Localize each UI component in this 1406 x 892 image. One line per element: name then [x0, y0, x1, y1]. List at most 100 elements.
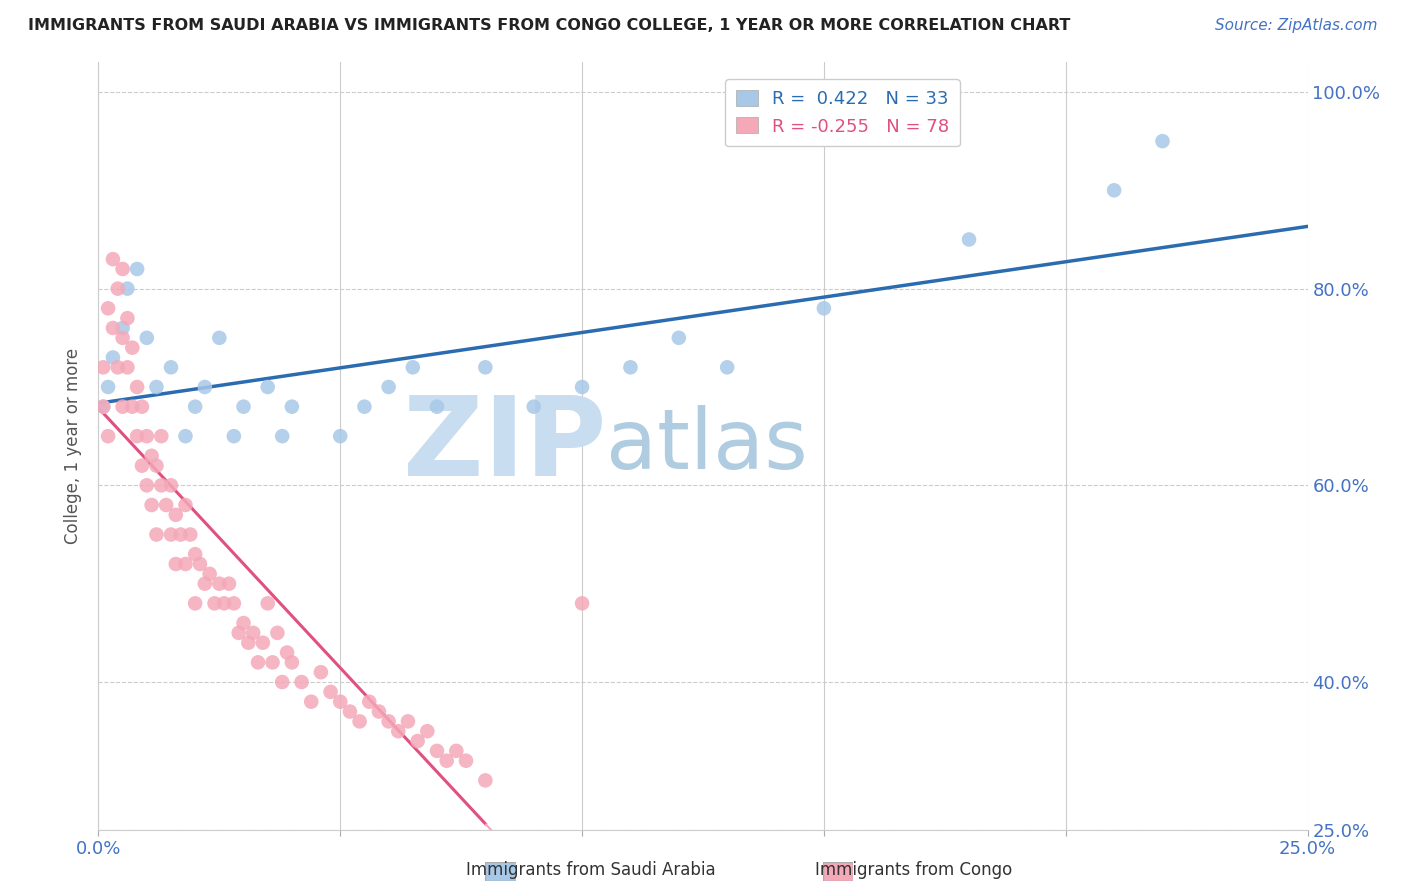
Point: [359, 695, 381, 709]
Point: [135, 478, 157, 492]
Point: [266, 625, 288, 640]
Point: [446, 744, 468, 758]
Text: IMMIGRANTS FROM SAUDI ARABIA VS IMMIGRANTS FROM CONGO COLLEGE, 1 YEAR OR MORE CO: IMMIGRANTS FROM SAUDI ARABIA VS IMMIGRAN…: [28, 18, 1070, 33]
Text: atlas: atlas: [606, 406, 808, 486]
Point: [319, 685, 342, 699]
Point: [262, 656, 284, 670]
Point: [169, 527, 191, 541]
Point: [188, 557, 211, 571]
Point: [1102, 183, 1125, 197]
Point: [222, 596, 245, 610]
Point: [353, 400, 375, 414]
Point: [208, 331, 231, 345]
Text: Immigrants from Saudi Arabia: Immigrants from Saudi Arabia: [465, 861, 716, 879]
Point: [426, 400, 449, 414]
Point: [957, 232, 980, 246]
Point: [184, 596, 207, 610]
Point: [127, 262, 149, 277]
Point: [339, 705, 361, 719]
Point: [256, 596, 278, 610]
Point: [222, 429, 245, 443]
Point: [91, 400, 114, 414]
Point: [165, 508, 187, 522]
Point: [290, 675, 312, 690]
Point: [101, 321, 124, 335]
Point: [101, 252, 124, 267]
Text: Source: ZipAtlas.com: Source: ZipAtlas.com: [1215, 18, 1378, 33]
Point: [436, 754, 458, 768]
Y-axis label: College, 1 year or more: College, 1 year or more: [65, 348, 83, 544]
Point: [145, 527, 167, 541]
Point: [111, 262, 134, 277]
Point: [97, 301, 120, 316]
Point: [571, 596, 593, 610]
Point: [135, 331, 157, 345]
Point: [91, 400, 114, 414]
Point: [208, 576, 231, 591]
Point: [194, 380, 217, 394]
Point: [117, 282, 139, 296]
Point: [309, 665, 332, 680]
Point: [141, 449, 163, 463]
Point: [252, 636, 274, 650]
Point: [121, 341, 143, 355]
Point: [402, 360, 425, 375]
Point: [135, 429, 157, 443]
Point: [160, 360, 183, 375]
Point: [571, 380, 593, 394]
Point: [387, 724, 409, 739]
Point: [174, 429, 197, 443]
Point: [194, 576, 217, 591]
Point: [247, 656, 270, 670]
Point: [212, 596, 235, 610]
Point: [155, 498, 177, 512]
Point: [160, 527, 183, 541]
Point: [368, 705, 391, 719]
Point: [716, 360, 738, 375]
Point: [91, 360, 114, 375]
Text: ZIP: ZIP: [404, 392, 606, 500]
Point: [131, 400, 153, 414]
Point: [271, 429, 294, 443]
Point: [377, 714, 399, 729]
Point: [619, 360, 641, 375]
Point: [813, 301, 835, 316]
Point: [349, 714, 371, 729]
Point: [218, 576, 240, 591]
Point: [111, 400, 134, 414]
Point: [174, 498, 197, 512]
Point: [111, 331, 134, 345]
Point: [179, 527, 201, 541]
Point: [329, 695, 352, 709]
Point: [329, 429, 352, 443]
Point: [377, 380, 399, 394]
Point: [396, 714, 419, 729]
Point: [111, 321, 134, 335]
Text: Immigrants from Congo: Immigrants from Congo: [815, 861, 1012, 879]
Point: [131, 458, 153, 473]
Point: [121, 400, 143, 414]
Point: [232, 400, 254, 414]
Point: [141, 498, 163, 512]
Point: [174, 557, 197, 571]
Point: [426, 744, 449, 758]
Point: [107, 282, 129, 296]
Point: [416, 724, 439, 739]
Point: [242, 625, 264, 640]
Point: [97, 429, 120, 443]
Point: [271, 675, 294, 690]
Point: [150, 478, 173, 492]
Point: [97, 380, 120, 394]
Point: [281, 400, 304, 414]
Point: [474, 360, 496, 375]
Point: [454, 754, 477, 768]
Point: [127, 429, 149, 443]
Point: [256, 380, 278, 394]
Point: [276, 646, 298, 660]
Point: [184, 400, 207, 414]
Point: [204, 596, 226, 610]
Point: [145, 380, 167, 394]
Point: [406, 734, 429, 748]
Point: [1152, 134, 1174, 148]
Legend: R =  0.422   N = 33, R = -0.255   N = 78: R = 0.422 N = 33, R = -0.255 N = 78: [725, 79, 960, 146]
